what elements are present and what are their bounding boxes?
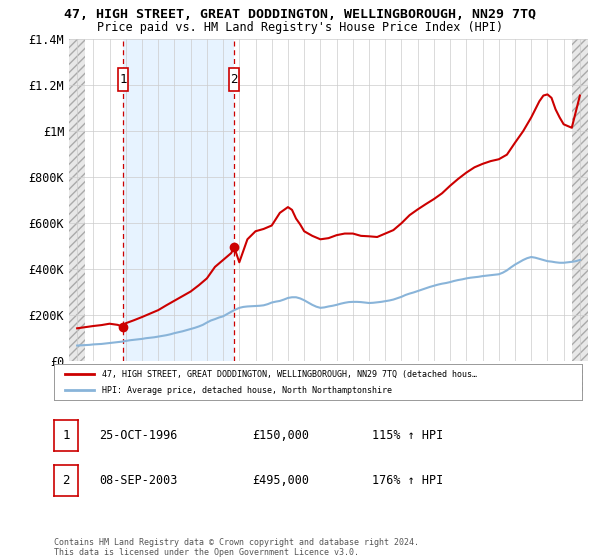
Text: 1: 1: [119, 73, 127, 86]
Text: 1: 1: [62, 429, 70, 442]
Text: 176% ↑ HPI: 176% ↑ HPI: [372, 474, 443, 487]
Text: £495,000: £495,000: [252, 474, 309, 487]
Bar: [572, 39, 588, 361]
Text: 2: 2: [62, 474, 70, 487]
Text: 115% ↑ HPI: 115% ↑ HPI: [372, 429, 443, 442]
Text: 47, HIGH STREET, GREAT DODDINGTON, WELLINGBOROUGH, NN29 7TQ (detached hous…: 47, HIGH STREET, GREAT DODDINGTON, WELLI…: [101, 370, 476, 379]
Text: Price paid vs. HM Land Registry's House Price Index (HPI): Price paid vs. HM Land Registry's House …: [97, 21, 503, 34]
Text: 47, HIGH STREET, GREAT DODDINGTON, WELLINGBOROUGH, NN29 7TQ: 47, HIGH STREET, GREAT DODDINGTON, WELLI…: [64, 8, 536, 21]
Text: £150,000: £150,000: [252, 429, 309, 442]
FancyBboxPatch shape: [229, 68, 239, 91]
Text: Contains HM Land Registry data © Crown copyright and database right 2024.
This d: Contains HM Land Registry data © Crown c…: [54, 538, 419, 557]
Text: 25-OCT-1996: 25-OCT-1996: [99, 429, 178, 442]
Bar: [123, 39, 234, 361]
Text: 08-SEP-2003: 08-SEP-2003: [99, 474, 178, 487]
FancyBboxPatch shape: [118, 68, 128, 91]
Bar: [69, 39, 85, 361]
Text: 2: 2: [230, 73, 238, 86]
Text: HPI: Average price, detached house, North Northamptonshire: HPI: Average price, detached house, Nort…: [101, 386, 392, 395]
